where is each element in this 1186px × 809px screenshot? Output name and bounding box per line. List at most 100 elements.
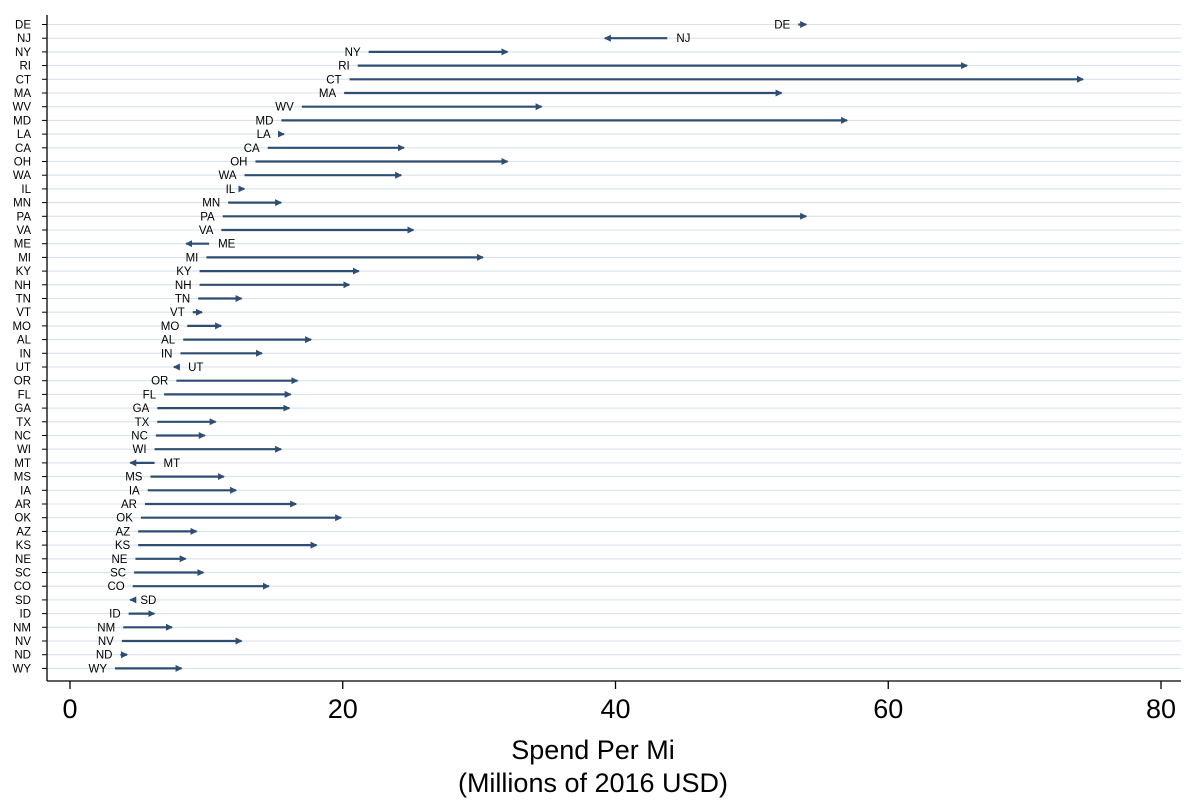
arrow-label: NE bbox=[111, 554, 127, 566]
x-axis-ticks: 0 20 40 60 80 bbox=[62, 681, 1176, 724]
y-tick-label: MN bbox=[13, 198, 31, 210]
arrow-label: KY bbox=[176, 266, 192, 278]
arrows bbox=[115, 21, 1084, 672]
arrow-label: DE bbox=[774, 20, 790, 32]
x-tick-label: 20 bbox=[328, 694, 358, 724]
arrow-label: MT bbox=[164, 458, 181, 470]
arrow-label: VT bbox=[170, 307, 185, 319]
x-axis-title-line-2: (Millions of 2016 USD) bbox=[457, 768, 729, 798]
arrow-label: WI bbox=[132, 444, 146, 456]
arrow-label: VA bbox=[199, 225, 214, 237]
arrow-label: CO bbox=[107, 581, 124, 593]
arrow-label: MS bbox=[125, 472, 143, 484]
arrow-label: NY bbox=[345, 47, 361, 59]
y-tick-label: TX bbox=[16, 417, 31, 429]
arrow-label: KS bbox=[115, 540, 131, 552]
y-tick-label: WI bbox=[17, 444, 31, 456]
arrow-label: ND bbox=[96, 650, 113, 662]
y-tick-label: CA bbox=[15, 143, 31, 155]
y-tick-label: MS bbox=[14, 472, 32, 484]
y-tick-label: WA bbox=[13, 170, 31, 182]
y-tick-label: MO bbox=[12, 321, 31, 333]
y-tick-label: MA bbox=[14, 88, 32, 100]
arrow-label: LA bbox=[257, 129, 271, 141]
arrow-label: SD bbox=[140, 595, 156, 607]
arrow-label: ME bbox=[218, 239, 236, 251]
y-tick-label: SD bbox=[15, 595, 31, 607]
y-tick-label: OK bbox=[14, 513, 31, 525]
y-tick-label: AL bbox=[17, 335, 32, 347]
arrow-label: IN bbox=[161, 348, 173, 360]
arrow-label: PA bbox=[200, 211, 215, 223]
y-tick-label: NJ bbox=[17, 33, 31, 45]
y-tick-label: VA bbox=[17, 225, 32, 237]
y-tick-label: AR bbox=[15, 499, 31, 511]
y-tick-label: ID bbox=[20, 609, 32, 621]
arrow-label: AL bbox=[161, 335, 176, 347]
arrow-label: ID bbox=[109, 609, 121, 621]
y-tick-label: ME bbox=[14, 239, 32, 251]
arrow-label: RI bbox=[338, 61, 350, 73]
arrow-label: MD bbox=[255, 115, 273, 127]
y-tick-label: NE bbox=[15, 554, 31, 566]
y-tick-label: UT bbox=[16, 362, 31, 374]
arrow-label: MA bbox=[319, 88, 337, 100]
arrow-label: NC bbox=[131, 431, 148, 443]
y-tick-label: OH bbox=[14, 157, 31, 169]
arrow-label: NM bbox=[97, 622, 115, 634]
y-tick-label: NH bbox=[14, 280, 31, 292]
x-tick-label: 0 bbox=[62, 694, 77, 724]
arrow-label: NH bbox=[175, 280, 192, 292]
arrow-label: MN bbox=[202, 198, 220, 210]
arrow-label: WY bbox=[88, 663, 107, 675]
arrow-label: AR bbox=[121, 499, 137, 511]
arrow-label: SC bbox=[110, 568, 126, 580]
arrow-label: OK bbox=[116, 513, 133, 525]
arrow-label: IA bbox=[129, 485, 140, 497]
x-tick-label: 80 bbox=[1146, 694, 1176, 724]
arrow-label: FL bbox=[143, 389, 157, 401]
arrow-label: NJ bbox=[676, 33, 690, 45]
y-tick-label: TN bbox=[16, 294, 31, 306]
y-tick-label: ND bbox=[14, 650, 31, 662]
arrow-label: WV bbox=[275, 102, 294, 114]
y-tick-label: KS bbox=[16, 540, 32, 552]
gridlines bbox=[48, 23, 1181, 669]
y-tick-label: NY bbox=[15, 47, 31, 59]
y-tick-label: GA bbox=[14, 403, 31, 415]
arrow-label: AZ bbox=[115, 526, 130, 538]
arrow-label: MO bbox=[161, 321, 180, 333]
y-tick-label: MD bbox=[13, 115, 31, 127]
y-tick-label: CT bbox=[16, 74, 31, 86]
y-tick-label: WV bbox=[12, 102, 31, 114]
x-tick-label: 40 bbox=[600, 694, 630, 724]
arrow-label: UT bbox=[188, 362, 203, 374]
y-tick-label: VT bbox=[16, 307, 31, 319]
y-tick-label: NC bbox=[14, 431, 31, 443]
y-tick-label: RI bbox=[20, 61, 32, 73]
arrow-label: CA bbox=[244, 143, 260, 155]
y-tick-label: SC bbox=[15, 568, 31, 580]
y-tick-label: NM bbox=[13, 622, 31, 634]
arrow-label: CT bbox=[326, 74, 341, 86]
arrow-label: TX bbox=[135, 417, 150, 429]
arrow-label: MI bbox=[186, 252, 199, 264]
y-tick-label: MT bbox=[14, 458, 31, 470]
arrow-label: GA bbox=[133, 403, 150, 415]
y-tick-label: IL bbox=[21, 184, 31, 196]
x-tick-label: 60 bbox=[873, 694, 903, 724]
arrow-label: NV bbox=[98, 636, 114, 648]
y-tick-label: PA bbox=[17, 211, 32, 223]
arrow-label: WA bbox=[218, 170, 236, 182]
y-tick-label: AZ bbox=[16, 526, 31, 538]
y-tick-label: DE bbox=[15, 20, 31, 32]
y-tick-label: IN bbox=[20, 348, 32, 360]
y-tick-label: CO bbox=[14, 581, 31, 593]
y-tick-label: WY bbox=[12, 663, 31, 675]
arrow-label: OH bbox=[230, 157, 247, 169]
arrow-label: OR bbox=[151, 376, 168, 388]
y-tick-label: KY bbox=[16, 266, 32, 278]
